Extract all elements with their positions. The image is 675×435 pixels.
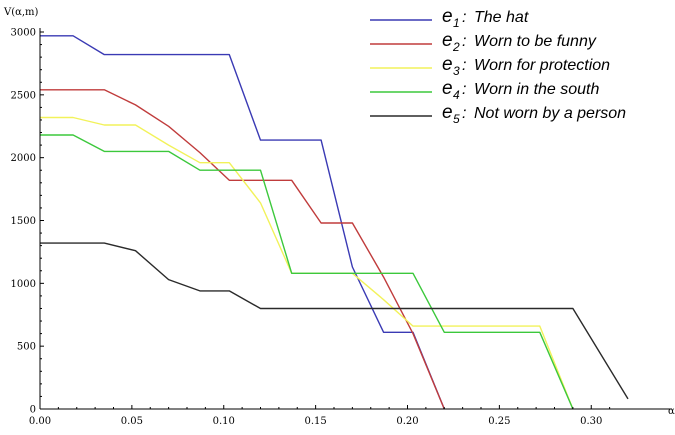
axis-ticks: 0.00 0.05 0.10 0.15 0.20 0.25 0.30 0 500 1000 1500…	[11, 28, 611, 427]
legend-label: Not worn by a person	[474, 105, 626, 122]
legend-symbol: e	[442, 30, 453, 51]
y-tick-label: 2000	[11, 153, 36, 164]
legend-item-e5: e 5: Not worn by a person	[370, 102, 626, 126]
legend-symbol: e	[442, 54, 453, 75]
y-axis-label: V(α,m)	[3, 7, 39, 18]
legend-subscript: 1	[453, 16, 460, 30]
y-tick-label: 3000	[11, 28, 36, 39]
x-tick-label: 0.15	[304, 416, 326, 427]
legend-colon: :	[462, 9, 466, 26]
series-line-e3	[40, 116, 574, 410]
legend-item-e3: e 3: Worn for protection	[370, 54, 610, 78]
legend-item-e2: e 2: Worn to be funny	[370, 30, 597, 54]
x-tick-label: 0.10	[213, 416, 235, 427]
x-axis-label: α	[668, 406, 675, 417]
y-tick-label: 500	[17, 342, 36, 353]
y-tick-label: 1500	[11, 216, 36, 227]
series-line-e1	[40, 35, 445, 410]
x-tick-label: 0.20	[396, 416, 418, 427]
legend-subscript: 4	[453, 88, 460, 102]
legend-item-e1: e 1: The hat	[370, 6, 529, 30]
axes	[39, 28, 672, 410]
legend-item-e4: e 4: Worn in the south	[370, 78, 600, 102]
series-line-e4	[40, 134, 574, 410]
legend-colon: :	[462, 105, 466, 122]
y-tick-label: 1000	[11, 279, 36, 290]
legend-label: Worn for protection	[474, 57, 610, 74]
legend-label: Worn to be funny	[474, 33, 597, 50]
series-line-e2	[40, 89, 445, 410]
legend-symbol: e	[442, 102, 453, 123]
y-tick-label: 2500	[11, 90, 36, 101]
legend-label: Worn in the south	[474, 81, 600, 98]
legend-symbol: e	[442, 6, 453, 27]
legend-colon: :	[462, 57, 466, 74]
legend-symbol: e	[442, 78, 453, 99]
x-tick-label: 0.25	[488, 416, 510, 427]
y-tick-label: 0	[30, 405, 36, 416]
x-tick-label: 0.05	[121, 416, 143, 427]
x-tick-label: 0.00	[29, 416, 51, 427]
legend-colon: :	[462, 33, 466, 50]
legend-colon: :	[462, 81, 466, 98]
legend-label: The hat	[474, 9, 529, 26]
series-lines	[40, 35, 629, 410]
legend-subscript: 2	[452, 40, 460, 54]
x-tick-label: 0.30	[580, 416, 602, 427]
legend-subscript: 5	[453, 112, 460, 126]
series-line-e5	[40, 242, 629, 400]
legend-subscript: 3	[453, 64, 460, 78]
